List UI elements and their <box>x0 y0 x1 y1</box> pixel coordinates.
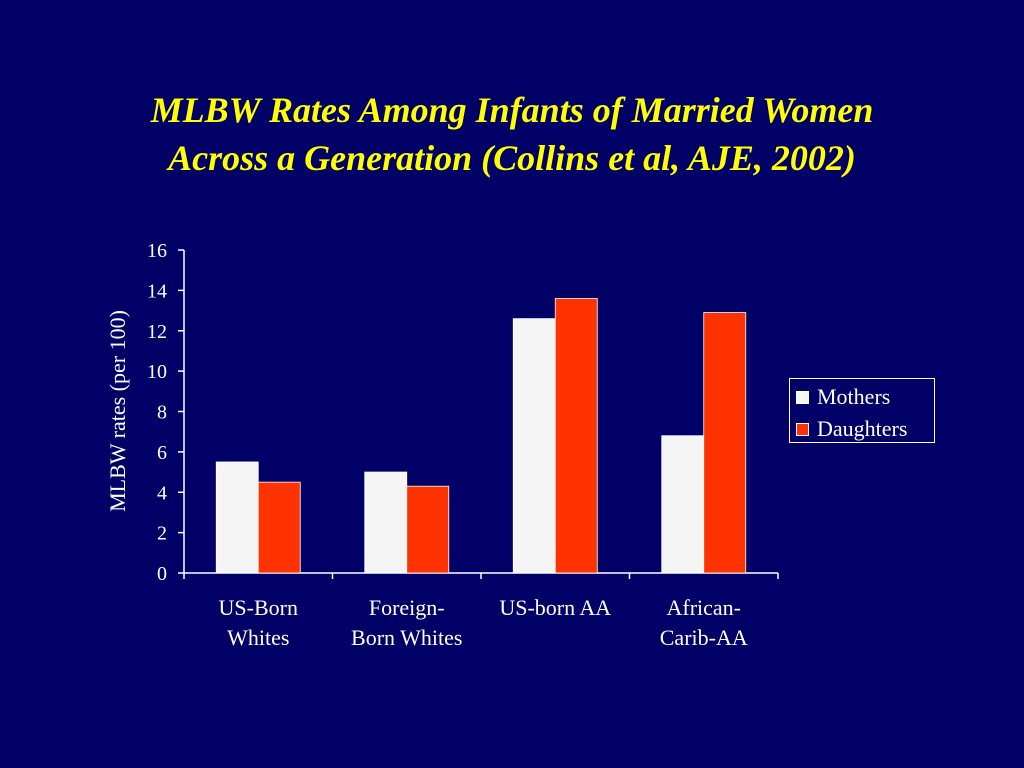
title-line-1: MLBW Rates Among Infants of Married Wome… <box>150 90 874 130</box>
x-tick-label: African- <box>666 595 741 620</box>
y-tick-label: 4 <box>157 482 167 504</box>
y-tick-label: 16 <box>147 240 167 262</box>
bar-mothers-2 <box>364 471 408 574</box>
y-tick-label: 0 <box>157 563 167 585</box>
y-tick-labels: 0 2 4 6 8 10 12 14 16 <box>147 240 167 585</box>
bar-daughters-1 <box>257 481 301 574</box>
legend-swatch-mothers <box>796 390 809 404</box>
chart-legend: Mothers Daughters <box>789 378 935 443</box>
y-tick-label: 2 <box>157 523 167 545</box>
x-tick-label: Whites <box>227 625 289 650</box>
x-tick-label: US-Born <box>219 595 298 620</box>
title-line-2: Across a Generation (Collins et al, AJE,… <box>168 138 856 178</box>
x-tick-label: Foreign- <box>369 595 445 620</box>
bar-mothers-1 <box>215 461 259 574</box>
legend-label-mothers: Mothers <box>817 384 891 409</box>
y-tick-label: 14 <box>147 280 167 302</box>
legend-item-mothers: Mothers <box>796 384 890 410</box>
y-tick-label: 10 <box>147 361 167 383</box>
x-tick-label: Born Whites <box>351 625 462 650</box>
y-tick-label: 12 <box>147 321 167 343</box>
legend-item-daughters: Daughters <box>796 416 907 442</box>
x-tick-labels: US-Born Whites Foreign- Born Whites US-born … <box>219 595 748 650</box>
y-axis-label: MLBW rates (per 100) <box>105 310 130 512</box>
x-tick-label: US-born AA <box>499 595 611 620</box>
slide-title: MLBW Rates Among Infants of Married Wome… <box>0 86 1024 182</box>
legend-swatch-daughters <box>796 422 809 436</box>
bar-daughters-4 <box>703 312 747 574</box>
bar-mothers-3 <box>512 318 556 574</box>
legend-label-daughters: Daughters <box>817 416 908 441</box>
chart-bars <box>215 298 747 574</box>
y-tick-label: 6 <box>157 442 167 464</box>
x-tick-label: Carib-AA <box>660 625 748 650</box>
bar-mothers-4 <box>661 435 705 574</box>
bar-daughters-3 <box>554 298 598 574</box>
bar-daughters-2 <box>406 485 450 574</box>
y-tick-label: 8 <box>157 402 167 424</box>
